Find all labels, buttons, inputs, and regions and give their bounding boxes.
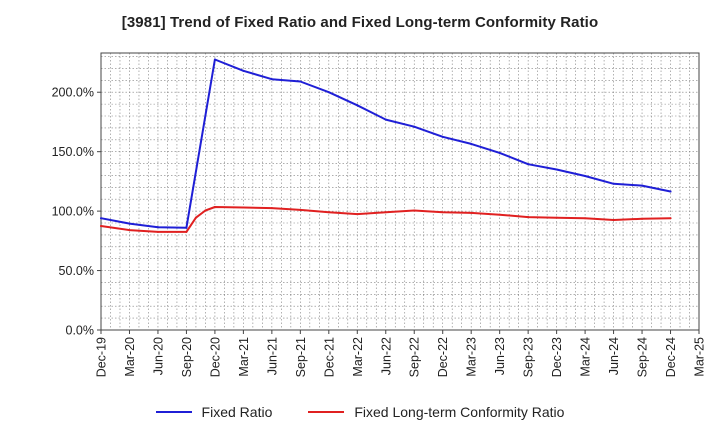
x-tick-label: Dec-23 — [550, 337, 564, 377]
data-point-fixed-ratio — [384, 118, 387, 121]
legend-item-fixed-ratio: Fixed Ratio — [155, 404, 273, 420]
data-point-conformity-ratio — [128, 229, 131, 232]
tick-labels: 0.0% 50.0% 100.0% 150.0% 200.0% Dec-19 Mar-20 J… — [52, 86, 707, 378]
data-point-fixed-ratio — [470, 142, 473, 145]
x-tick-label: Mar-25 — [693, 337, 707, 377]
data-point-fixed-ratio — [327, 91, 330, 94]
data-point-conformity-ratio — [242, 206, 245, 209]
series-lines — [100, 58, 672, 233]
data-point-fixed-ratio — [270, 78, 273, 81]
legend-label-fixed-ratio: Fixed Ratio — [201, 404, 273, 420]
x-tick-label: Dec-22 — [436, 337, 450, 377]
legend: Fixed Ratio Fixed Long-term Conformity R… — [0, 404, 720, 420]
x-tick-label: Jun-24 — [607, 337, 621, 375]
grid-lines — [101, 53, 699, 330]
data-point-conformity-ratio — [213, 205, 216, 208]
data-point-conformity-ratio — [555, 216, 558, 219]
data-point-conformity-ratio — [185, 230, 188, 233]
x-tick-label: Sep-22 — [408, 337, 422, 377]
x-tick-label: Dec-19 — [95, 337, 109, 377]
chart-title: [3981] Trend of Fixed Ratio and Fixed Lo… — [121, 14, 599, 31]
data-point-conformity-ratio — [356, 213, 359, 216]
data-point-conformity-ratio — [470, 211, 473, 214]
data-point-fixed-ratio — [669, 190, 672, 193]
x-tick-label: Jun-22 — [379, 337, 393, 375]
x-tick-label: Dec-24 — [664, 337, 678, 377]
data-point-conformity-ratio — [612, 219, 615, 222]
data-point-conformity-ratio — [270, 207, 273, 210]
plot-frame — [100, 52, 700, 331]
data-point-fixed-ratio — [128, 222, 131, 225]
x-tick-label: Mar-24 — [579, 337, 593, 377]
data-point-fixed-ratio — [641, 184, 644, 187]
x-tick-label: Sep-20 — [180, 337, 194, 377]
data-point-conformity-ratio — [441, 211, 444, 214]
data-point-conformity-ratio — [100, 224, 102, 227]
x-tick-label: Sep-24 — [636, 337, 650, 377]
y-tick-label: 50.0% — [59, 264, 94, 278]
x-tick-label: Dec-20 — [208, 337, 222, 377]
data-point-fixed-ratio — [242, 69, 245, 72]
x-tick-label: Mar-21 — [237, 337, 251, 377]
data-point-conformity-ratio — [669, 217, 672, 220]
x-tick-label: Jun-20 — [151, 337, 165, 375]
legend-item-conformity-ratio: Fixed Long-term Conformity Ratio — [308, 404, 564, 420]
data-point-conformity-ratio — [194, 216, 197, 219]
data-point-fixed-ratio — [584, 175, 587, 178]
data-point-conformity-ratio — [584, 217, 587, 220]
x-tick-label: Mar-20 — [123, 337, 137, 377]
data-point-fixed-ratio — [441, 135, 444, 138]
x-tick-label: Jun-21 — [265, 337, 279, 375]
data-point-fixed-ratio — [213, 58, 216, 61]
legend-swatch-conformity-ratio — [308, 411, 345, 413]
legend-label-conformity-ratio: Fixed Long-term Conformity Ratio — [354, 404, 565, 420]
data-point-fixed-ratio — [356, 104, 359, 107]
data-point-fixed-ratio — [527, 163, 530, 166]
data-point-fixed-ratio — [156, 226, 159, 229]
data-point-conformity-ratio — [299, 208, 302, 211]
data-point-conformity-ratio — [641, 217, 644, 220]
data-point-conformity-ratio — [498, 213, 501, 216]
x-tick-label: Sep-23 — [522, 337, 536, 377]
y-tick-label: 100.0% — [52, 205, 94, 219]
data-point-conformity-ratio — [204, 209, 207, 212]
data-point-fixed-ratio — [100, 217, 102, 220]
y-tick-label: 200.0% — [52, 86, 94, 100]
legend-swatch-fixed-ratio — [155, 411, 192, 413]
axes — [97, 52, 700, 334]
y-tick-label: 150.0% — [52, 145, 94, 159]
data-point-conformity-ratio — [384, 211, 387, 214]
data-point-fixed-ratio — [185, 226, 188, 229]
data-point-fixed-ratio — [555, 168, 558, 171]
x-tick-label: Jun-23 — [493, 337, 507, 375]
data-point-fixed-ratio — [413, 125, 416, 128]
data-point-conformity-ratio — [327, 211, 330, 214]
x-tick-label: Sep-21 — [294, 337, 308, 377]
y-tick-label: 0.0% — [66, 324, 95, 338]
data-point-fixed-ratio — [498, 151, 501, 154]
x-tick-label: Dec-21 — [322, 337, 336, 377]
data-point-conformity-ratio — [413, 209, 416, 212]
data-point-fixed-ratio — [299, 80, 302, 83]
data-point-fixed-ratio — [612, 182, 615, 185]
data-point-conformity-ratio — [527, 216, 530, 219]
data-point-conformity-ratio — [156, 230, 159, 233]
x-tick-label: Mar-23 — [465, 337, 479, 377]
x-tick-label: Mar-22 — [351, 337, 365, 377]
